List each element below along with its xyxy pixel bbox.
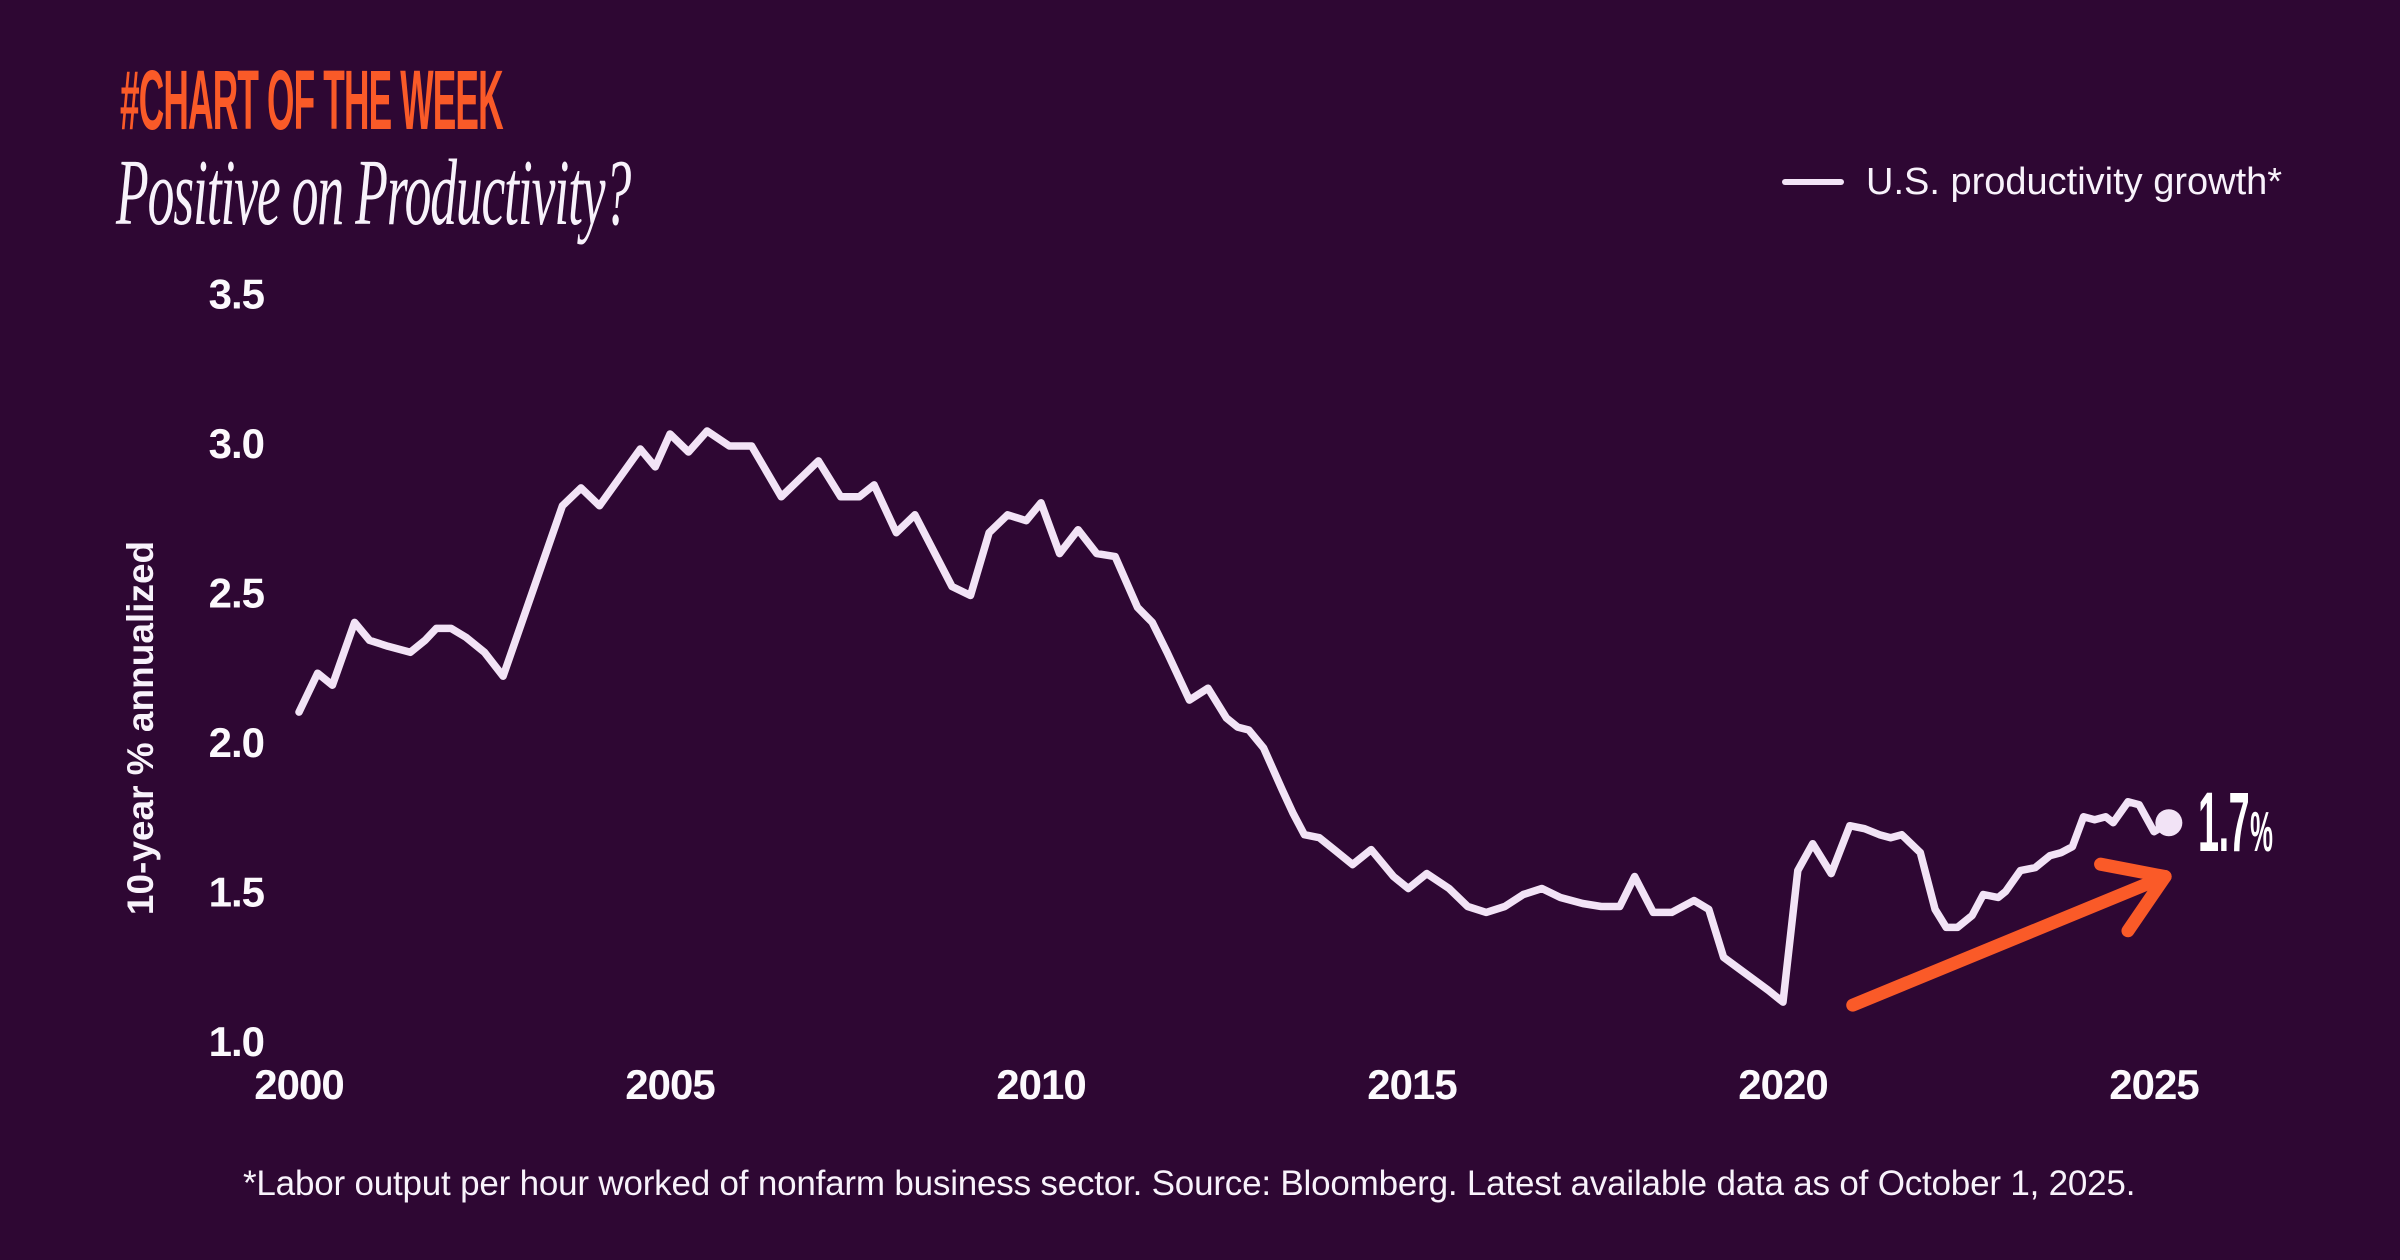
x-tick-label: 2005 xyxy=(625,1061,715,1108)
x-tick-label: 2015 xyxy=(1367,1061,1457,1108)
y-tick-label: 1.0 xyxy=(209,1018,264,1065)
trend-arrow-shaft xyxy=(1846,875,2159,1012)
legend-line-swatch xyxy=(1782,179,1844,185)
y-tick-label: 3.5 xyxy=(209,271,265,318)
x-tick-label: 2020 xyxy=(1738,1061,1827,1108)
series-endpoint-dot xyxy=(2155,809,2183,837)
endpoint-value-label: 1.7 % xyxy=(2198,775,2273,869)
kicker: #CHART OF THE WEEK xyxy=(120,53,504,147)
legend: U.S. productivity growth* xyxy=(1782,160,2282,204)
page-title: Positive on Productivity? xyxy=(116,141,631,245)
y-tick-label: 2.0 xyxy=(209,719,264,766)
trend-arrowhead-barb-upper xyxy=(2094,857,2172,884)
y-tick-label: 2.5 xyxy=(209,570,265,617)
footnote: *Labor output per hour worked of nonfarm… xyxy=(243,1164,2136,1203)
x-tick-label: 2010 xyxy=(996,1061,1085,1108)
y-tick-label: 3.0 xyxy=(209,420,264,467)
endpoint-value: 1.7 xyxy=(2198,775,2250,869)
x-tick-label: 2000 xyxy=(254,1061,343,1108)
series-line xyxy=(295,427,2173,1006)
trend-arrowhead-barb-lower xyxy=(2121,870,2172,938)
x-tick-label: 2025 xyxy=(2109,1061,2199,1108)
endpoint-percent-sign: % xyxy=(2250,800,2273,864)
y-tick-label: 1.5 xyxy=(209,869,265,916)
legend-label: U.S. productivity growth* xyxy=(1866,160,2283,203)
